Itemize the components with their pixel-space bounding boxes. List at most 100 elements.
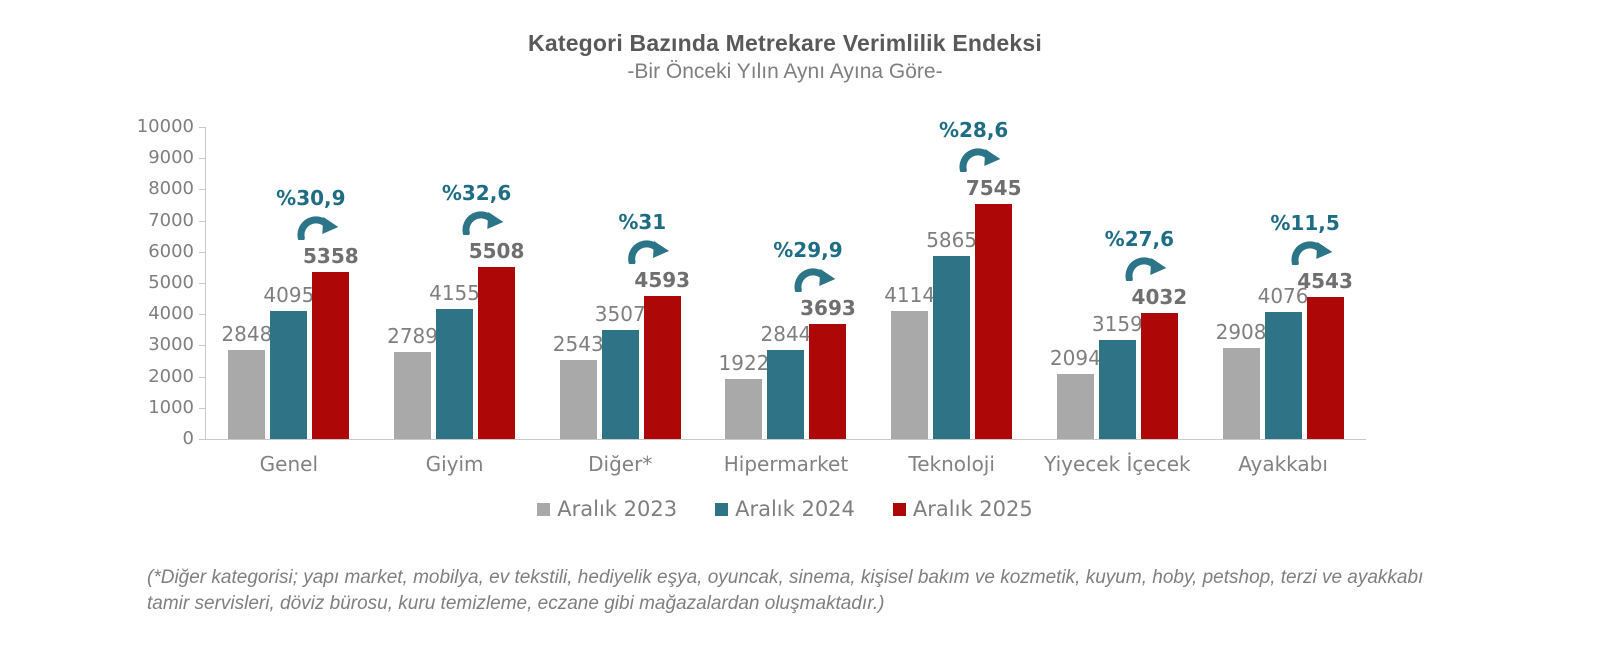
y-axis-tick-label: 3000 — [148, 334, 194, 356]
bar-series-3: 5358 %30,9 — [276, 187, 359, 439]
y-axis-tick-label: 10000 — [136, 116, 194, 137]
y-axis-tick-label: 2000 — [148, 365, 194, 387]
y-axis-tick-mark — [199, 189, 206, 191]
pct-change-label: %30,9 — [276, 185, 346, 210]
y-axis-tick-mark — [199, 314, 206, 316]
bar-value-label: 2844 — [760, 322, 812, 347]
footnote: (*Diğer kategorisi; yapı market, mobilya… — [147, 567, 1424, 615]
bar-value-label: 7545 — [965, 175, 1022, 200]
y-axis-tick-mark — [199, 283, 206, 284]
y-axis-tick-label: 5000 — [148, 272, 194, 293]
y-axis-tick-mark — [199, 376, 206, 378]
bar-value-label: 4593 — [634, 267, 691, 292]
bar-value-label: 3159 — [1091, 312, 1143, 337]
bar-value-label: 4032 — [1131, 285, 1188, 310]
bar-series-1: 2848 — [221, 323, 272, 439]
legend-swatch-icon — [715, 502, 729, 516]
y-axis-tick-label: 0 — [182, 428, 194, 449]
growth-arrow-icon — [297, 216, 338, 240]
pct-change-annotation: %31 — [613, 211, 671, 264]
y-axis-tick-label: 1000 — [148, 396, 194, 418]
bar-value-label: 4155 — [429, 281, 480, 306]
bar-series-3: 4543 %11,5 — [1270, 212, 1353, 439]
legend-swatch-icon — [537, 502, 551, 516]
bar-series-3: 3693 %29,9 — [773, 239, 856, 439]
y-axis-tick-label: 9000 — [148, 147, 194, 169]
pct-change-label: %28,6 — [938, 117, 1009, 142]
bar-value-label: 3693 — [800, 295, 856, 320]
pct-change-label: %31 — [618, 209, 667, 234]
bar-series-1: 2543 — [553, 332, 604, 439]
y-axis-tick-label: 7000 — [148, 209, 194, 231]
y-axis-tick-label: 8000 — [148, 178, 194, 200]
y-axis-tick-mark — [199, 220, 206, 222]
bar-series-3: 4593 %31 — [618, 211, 690, 439]
bar-value-label: 4543 — [1297, 269, 1353, 294]
bar-value-label: 3507 — [594, 301, 646, 326]
bar-value-label: 2908 — [1215, 320, 1267, 345]
bar-series-1: 2908 — [1216, 321, 1267, 439]
x-axis-category-label: Diğer* — [588, 452, 653, 476]
y-axis-tick-mark — [199, 127, 206, 128]
y-axis-tick-mark — [199, 158, 206, 160]
bar-series-2: 4095 — [263, 284, 314, 439]
growth-arrow-icon — [794, 268, 835, 292]
legend-label: Aralık 2023 — [557, 497, 678, 521]
legend-item: Aralık 2025 — [892, 497, 1033, 521]
bar-value-label: 5865 — [926, 228, 978, 252]
y-axis-tick-label: 6000 — [148, 240, 194, 262]
growth-arrow-icon — [1125, 257, 1167, 282]
legend: Aralık 2023 Aralık 2024 Aralık 2025 — [205, 497, 1365, 521]
bar-group: 2908 4076 4543 %11,5 Ayakkabı — [1216, 127, 1353, 476]
bar-value-label: 1922 — [718, 351, 770, 375]
bar-value-label: 5358 — [303, 243, 359, 268]
bar-series-2: 4076 — [1258, 284, 1309, 439]
legend-swatch-icon — [892, 502, 906, 516]
bar-series-3: 7545 %28,6 — [939, 119, 1021, 439]
bar-group: 2094 3159 4032 %27,6 Yiyecek İçecek — [1044, 127, 1191, 476]
bar-value-label: 5508 — [468, 239, 525, 264]
bar-value-label: 4114 — [884, 282, 936, 307]
legend-item: Aralık 2023 — [537, 497, 677, 521]
bar-series-1: 2094 — [1050, 346, 1101, 439]
growth-arrow-icon — [628, 240, 670, 264]
y-axis-tick-mark — [199, 407, 206, 409]
bar-series-2: 3507 — [595, 302, 646, 439]
x-axis-category-label: Teknoloji — [908, 452, 995, 476]
bar-series-3: 5508 %32,6 — [442, 182, 524, 439]
chart-subtitle: -Bir Önceki Yılın Aynı Ayına Göre- — [627, 60, 943, 83]
pct-change-label: %29,9 — [773, 237, 843, 262]
bar-group: 2789 4155 5508 %32,6 Giyim — [387, 127, 524, 476]
pct-change-label: %27,6 — [1104, 227, 1175, 252]
growth-arrow-icon — [462, 211, 504, 236]
bar-series-2: 4155 — [429, 282, 480, 439]
bar-series-2: 3159 — [1092, 313, 1143, 439]
bar-value-label: 4095 — [263, 283, 315, 308]
bar-group: 4114 5865 7545 %28,6 Teknoloji — [884, 119, 1021, 476]
pct-change-annotation: %30,9 — [276, 185, 346, 240]
bar-series-1: 1922 — [719, 352, 769, 439]
pct-change-annotation: %28,6 — [939, 119, 1008, 172]
bar-groups: 2848 4095 5358 %30,9 Genel 2789 4155 5508 %32,6 G… — [206, 119, 1366, 476]
pct-change-label: %32,6 — [441, 181, 512, 206]
pct-change-annotation: %11,5 — [1270, 211, 1340, 266]
bar-value-label: 2789 — [387, 324, 438, 348]
pct-change-label: %11,5 — [1270, 211, 1340, 236]
x-axis-category-label: Genel — [259, 452, 319, 476]
bar-group: 2543 3507 4593 %31 Diğer* — [553, 127, 690, 476]
bar-series-3: 4032 %27,6 — [1105, 228, 1187, 439]
x-axis-category-label: Ayakkabı — [1238, 452, 1328, 476]
x-axis-category-label: Hipermarket — [723, 452, 849, 476]
y-axis-tick-mark — [199, 345, 206, 347]
y-axis-tick-mark — [199, 439, 206, 440]
bar-value-label: 2848 — [221, 322, 273, 347]
y-axis-tick-mark — [199, 251, 206, 253]
chart-title: Kategori Bazında Metrekare Verimlilik En… — [528, 30, 1042, 56]
legend-label: Aralık 2024 — [735, 497, 855, 521]
growth-arrow-icon — [1291, 241, 1333, 266]
bar-group: 1922 2844 3693 %29,9 Hipermarket — [719, 127, 856, 476]
bar-group: 2848 4095 5358 %30,9 Genel — [221, 127, 359, 476]
bar-series-2: 2844 — [761, 323, 811, 439]
growth-arrow-icon — [959, 148, 1001, 172]
legend-item: Aralık 2024 — [715, 497, 855, 521]
